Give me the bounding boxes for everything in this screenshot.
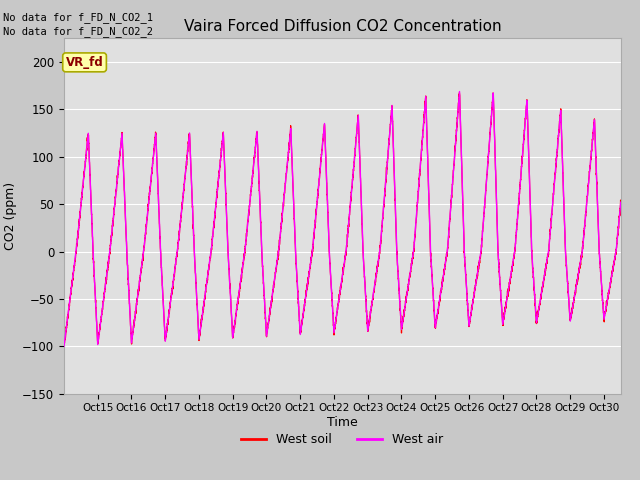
Y-axis label: CO2 (ppm): CO2 (ppm) xyxy=(4,182,17,250)
Title: Vaira Forced Diffusion CO2 Concentration: Vaira Forced Diffusion CO2 Concentration xyxy=(184,20,501,35)
X-axis label: Time: Time xyxy=(327,416,358,429)
Legend: West soil, West air: West soil, West air xyxy=(236,428,449,451)
Text: No data for f_FD_N_CO2_1: No data for f_FD_N_CO2_1 xyxy=(3,12,153,23)
Text: VR_fd: VR_fd xyxy=(66,56,104,69)
Text: No data for f_FD_N_CO2_2: No data for f_FD_N_CO2_2 xyxy=(3,26,153,37)
